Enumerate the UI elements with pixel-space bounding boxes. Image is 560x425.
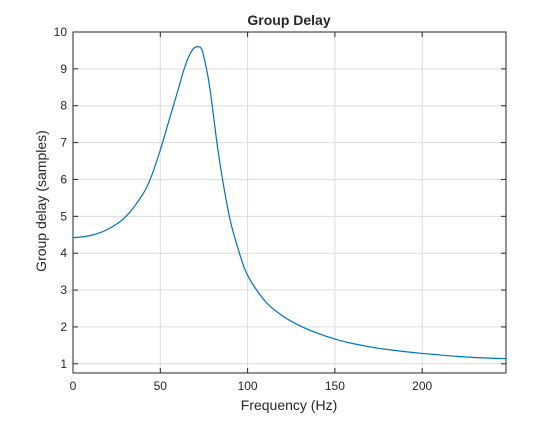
series-line — [72, 46, 507, 360]
x-tick-label: 150 — [325, 379, 345, 393]
x-axis-label: Frequency (Hz) — [241, 397, 337, 413]
y-axis-label: Group delay (samples) — [33, 130, 49, 272]
tick-layer: 0 50 100 150 200 1 2 3 4 5 6 7 8 9 10 — [54, 25, 506, 393]
x-tick-label: 200 — [412, 379, 432, 393]
y-tick-label: 7 — [60, 136, 67, 150]
plot-frame — [72, 31, 507, 374]
y-tick-label: 10 — [54, 25, 68, 39]
y-tick-label: 5 — [60, 209, 67, 223]
y-tick-label: 3 — [60, 283, 67, 297]
y-tick-label: 8 — [60, 99, 67, 113]
y-tick-label: 6 — [60, 172, 67, 186]
x-tick-label: 50 — [154, 379, 168, 393]
x-tick-label: 100 — [238, 379, 258, 393]
chart-title: Group Delay — [247, 12, 330, 28]
grid-layer — [72, 31, 506, 373]
y-tick-label: 2 — [60, 320, 67, 334]
x-tick-label: 0 — [70, 379, 77, 393]
y-tick-label: 9 — [60, 62, 67, 76]
y-tick-label: 4 — [60, 246, 67, 260]
y-tick-label: 1 — [60, 357, 67, 371]
